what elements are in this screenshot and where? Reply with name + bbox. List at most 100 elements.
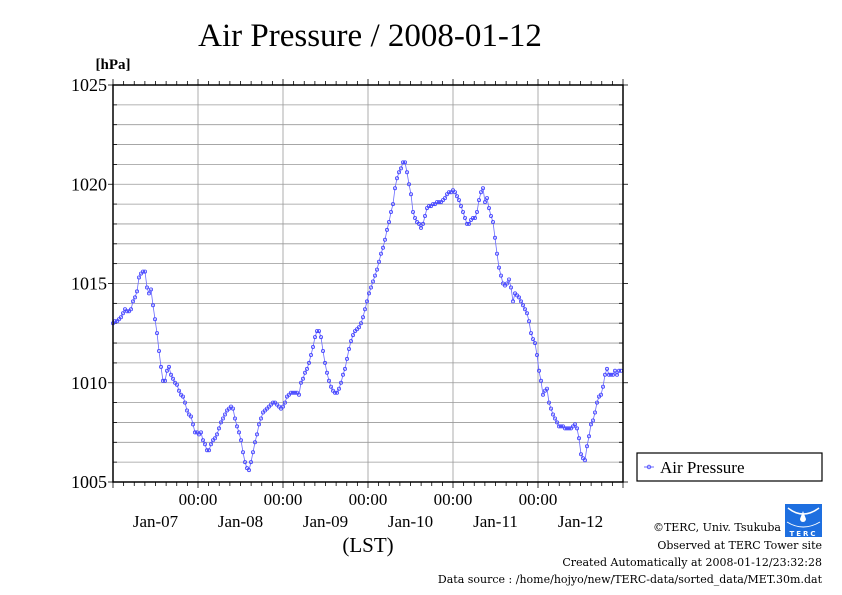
data-point (326, 378, 331, 383)
y-tick-label: 1015 (71, 274, 107, 294)
data-point (498, 273, 503, 278)
data-point (204, 448, 209, 453)
data-point (450, 188, 455, 193)
data-point (356, 325, 361, 330)
data-point (232, 416, 237, 421)
data-point (470, 215, 475, 220)
data-point (200, 438, 205, 443)
data-point (583, 458, 588, 463)
data-point (448, 190, 453, 195)
data-point (549, 406, 554, 411)
x-time-label: 00:00 (519, 490, 558, 509)
data-point (254, 432, 259, 437)
data-point (176, 388, 181, 393)
data-point (350, 333, 355, 338)
data-point (380, 245, 385, 250)
data-point (567, 426, 572, 431)
data-point (432, 202, 437, 207)
data-point (585, 444, 590, 449)
data-point (364, 299, 369, 304)
data-point (569, 426, 574, 431)
data-point (551, 412, 556, 417)
data-point (589, 422, 594, 427)
data-point (523, 307, 528, 312)
data-point (272, 400, 277, 405)
water-drop-icon (800, 511, 806, 522)
data-point (362, 307, 367, 312)
data-point (412, 215, 417, 220)
data-point (123, 307, 128, 312)
data-point (404, 170, 409, 175)
logo-text: TERC (789, 530, 817, 538)
data-point (611, 372, 616, 377)
data-point (148, 287, 153, 292)
data-point (144, 285, 149, 290)
data-point (220, 416, 225, 421)
data-point (535, 352, 540, 357)
data-point (490, 219, 495, 224)
data-point (386, 219, 391, 224)
footer-created: Created Automatically at 2008-01-12/23:3… (562, 556, 822, 569)
data-point (334, 390, 339, 395)
y-tick-label: 1020 (71, 174, 107, 194)
data-point (553, 416, 558, 421)
data-point (320, 348, 325, 353)
data-point (252, 440, 257, 445)
data-point (500, 281, 505, 286)
data-point (196, 432, 201, 437)
data-point (460, 209, 465, 214)
x-date-label: Jan-07 (133, 512, 179, 531)
footer-copyright: ©TERC, Univ. Tsukuba (653, 521, 781, 534)
data-point (234, 424, 239, 429)
data-point (539, 378, 544, 383)
data-point (286, 392, 291, 397)
data-point (593, 410, 598, 415)
data-point (444, 192, 449, 197)
data-point (577, 436, 582, 441)
data-point (406, 182, 411, 187)
y-tick-labels: 1005 1010 1015 1020 1025 (71, 75, 107, 492)
data-point (132, 295, 137, 300)
series-line-air-pressure (112, 161, 621, 471)
data-point (264, 406, 269, 411)
data-point (228, 404, 233, 409)
data-point (194, 430, 199, 435)
data-point (214, 432, 219, 437)
data-point (212, 436, 217, 441)
data-point (250, 450, 255, 455)
data-point (420, 221, 425, 226)
y-tick-label: 1025 (71, 75, 107, 95)
data-point (442, 196, 447, 201)
data-point (164, 368, 169, 373)
data-point (244, 466, 249, 471)
data-point (508, 285, 513, 290)
data-point (402, 160, 407, 165)
data-point (206, 448, 211, 453)
footer-source: Data source : /home/hojyo/new/TERC-data/… (438, 573, 823, 586)
data-point (121, 311, 126, 316)
y-tick-label: 1005 (71, 472, 107, 492)
data-point (218, 420, 223, 425)
data-point (216, 426, 221, 431)
data-point (446, 190, 451, 195)
data-point (298, 380, 303, 385)
data-point (246, 468, 251, 473)
data-point (581, 456, 586, 461)
data-point (398, 166, 403, 171)
data-point (314, 329, 319, 334)
data-point (374, 267, 379, 272)
data-point (438, 200, 443, 205)
data-point (575, 426, 580, 431)
terc-logo: TERC (785, 504, 822, 538)
data-point (258, 416, 263, 421)
data-point (400, 160, 405, 165)
data-point (318, 335, 323, 340)
data-point (336, 386, 341, 391)
data-point (603, 372, 608, 377)
data-point (182, 400, 187, 405)
data-point (426, 204, 431, 209)
data-point (302, 370, 307, 375)
data-point (328, 384, 333, 389)
data-point (533, 341, 538, 346)
